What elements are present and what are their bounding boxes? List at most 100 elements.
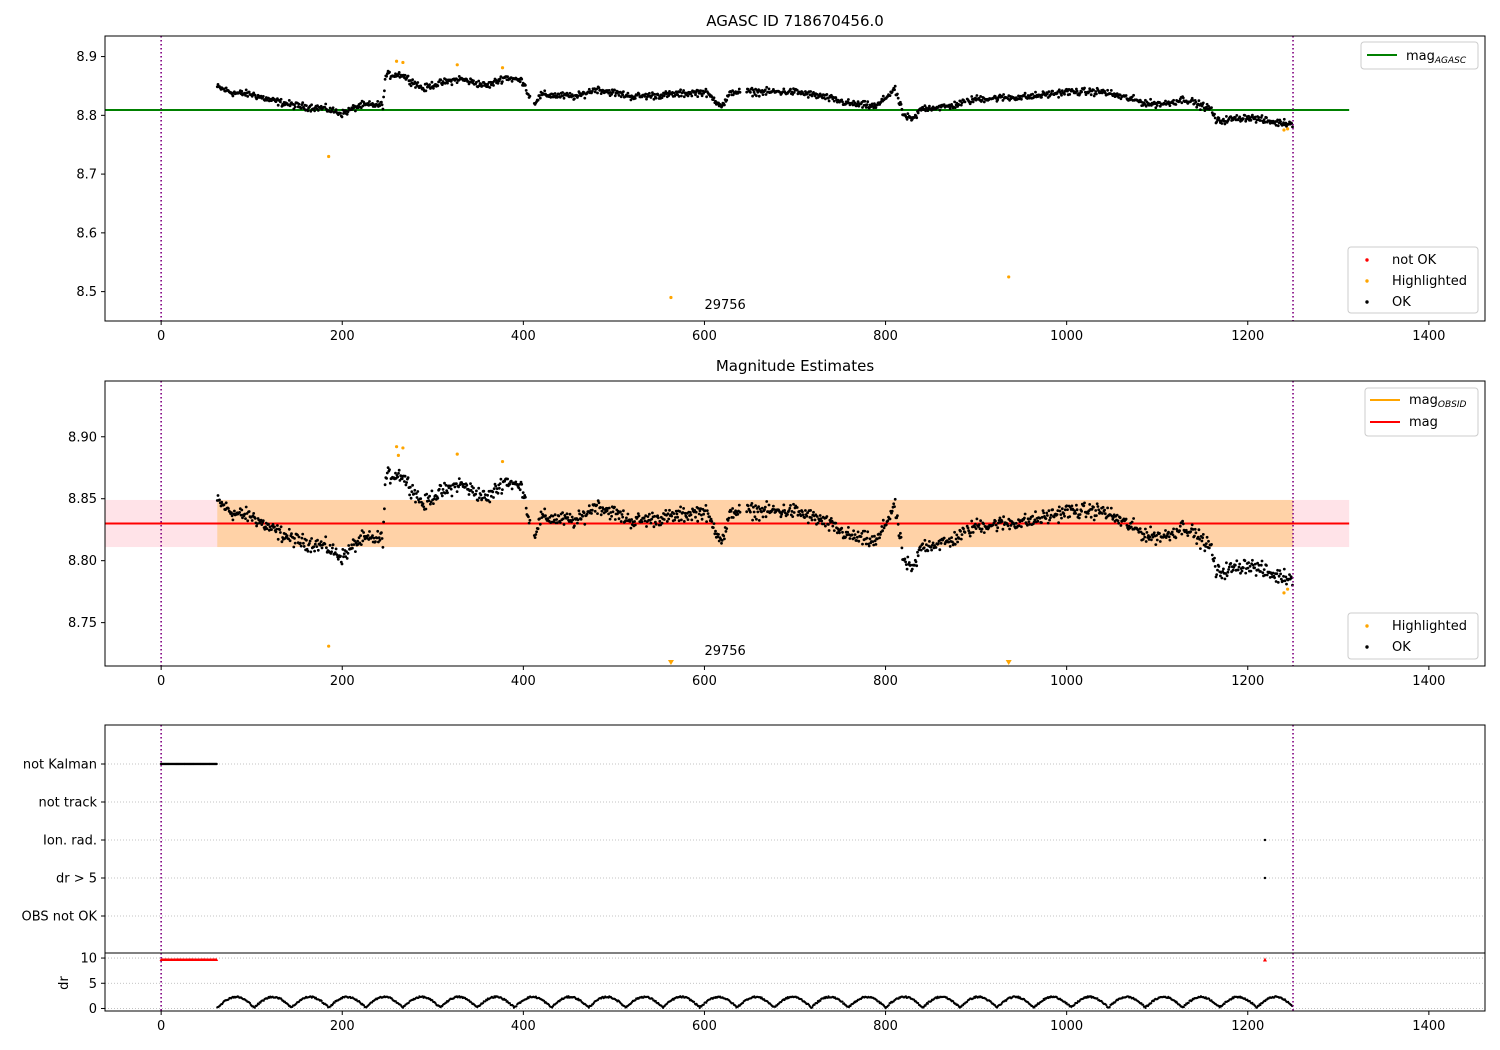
ok-point: [1254, 121, 1258, 124]
ok-point: [463, 485, 467, 489]
ok-point: [499, 477, 503, 481]
ok-point: [1282, 117, 1286, 121]
ok-point: [432, 497, 436, 501]
ok-point: [1227, 568, 1230, 571]
ok-point: [857, 104, 861, 108]
ok-point: [672, 512, 676, 515]
ok-point: [712, 96, 716, 100]
ok-point: [474, 492, 478, 496]
legend-mag-label: mag: [1409, 415, 1438, 430]
ok-point: [617, 517, 621, 521]
ok-point: [509, 479, 513, 483]
ok-point: [660, 521, 664, 525]
ok-point: [905, 117, 909, 121]
ok-point: [568, 512, 572, 516]
ok-point: [648, 91, 651, 95]
ok-point: [383, 77, 387, 81]
ok-point: [832, 99, 836, 103]
ok-point: [241, 516, 244, 520]
ok-point: [590, 512, 593, 515]
ok-point: [904, 115, 908, 119]
ok-point: [1167, 100, 1170, 104]
ok-point: [750, 502, 754, 505]
ok-point: [1124, 517, 1128, 521]
dr-point: [1150, 1002, 1153, 1005]
ok-point: [652, 97, 656, 101]
dr-point: [1144, 1006, 1147, 1010]
ok-point: [731, 516, 735, 519]
ok-point: [1213, 116, 1217, 120]
ok-point: [682, 95, 686, 99]
ok-point: [926, 109, 930, 112]
ok-point: [496, 81, 500, 85]
ok-point: [488, 86, 492, 89]
ok-point: [481, 84, 484, 88]
ok-point: [381, 545, 385, 549]
ok-point: [1034, 510, 1037, 514]
ok-point: [662, 94, 666, 98]
ok-point: [1148, 535, 1152, 539]
ok-point: [1000, 520, 1004, 523]
panel-magnitude-legend-lower: Highlighted OK: [1347, 612, 1479, 660]
ok-point: [302, 541, 305, 545]
ok-point: [825, 515, 829, 518]
ok-point: [239, 513, 243, 517]
ok-point: [906, 555, 910, 559]
ok-point: [1213, 112, 1216, 116]
ok-point: [625, 516, 628, 520]
y-tick-label: 8.80: [68, 554, 97, 569]
ok-point: [633, 520, 636, 523]
panel-magnitude-legend-upper: magOBSID mag: [1364, 387, 1479, 437]
ok-point: [524, 83, 527, 87]
ok-point: [346, 551, 350, 555]
ok-point: [439, 78, 443, 82]
ok-point: [812, 510, 815, 514]
ok-point: [982, 100, 986, 104]
ok-point: [853, 536, 856, 540]
ok-point: [316, 104, 319, 107]
ok-point: [696, 95, 700, 98]
ok-point: [1023, 516, 1026, 520]
ok-point: [293, 105, 297, 109]
ok-point: [376, 100, 380, 103]
ok-point: [810, 518, 814, 522]
ok-point: [230, 511, 233, 515]
ok-point: [804, 509, 807, 512]
ok-point: [1217, 116, 1221, 120]
x-tick-label: 1200: [1231, 1019, 1264, 1034]
ok-point: [644, 92, 648, 96]
ok-point: [694, 510, 698, 514]
ok-point: [1275, 572, 1279, 576]
ok-point: [280, 540, 284, 544]
ok-point: [1106, 88, 1109, 92]
ok-point: [1235, 559, 1239, 563]
ok-point: [1051, 508, 1054, 512]
ok-point: [510, 487, 514, 491]
ok-point: [309, 550, 313, 554]
ok-point: [244, 88, 248, 92]
ok-point: [1006, 524, 1010, 528]
ok-point: [1238, 562, 1242, 566]
ok-point: [892, 502, 896, 506]
ok-point: [795, 506, 799, 509]
ok-point: [579, 517, 583, 521]
ok-point: [359, 102, 362, 105]
ok-point: [866, 100, 870, 104]
ok-point: [1276, 124, 1280, 128]
ok-point: [432, 86, 435, 90]
ok-point: [916, 554, 920, 558]
ok-point: [517, 486, 521, 490]
ok-point: [377, 536, 381, 540]
ok-point: [1031, 92, 1034, 96]
ok-point: [914, 560, 918, 564]
ok-point: [703, 90, 707, 93]
ok-point: [1226, 570, 1230, 574]
ok-point: [610, 514, 613, 518]
ok-point: [233, 509, 236, 513]
ok-point: [971, 100, 975, 104]
ok-point: [1217, 565, 1221, 568]
ok-point: [268, 525, 272, 529]
ok-point: [1181, 519, 1184, 523]
y-tick-label: 8.5: [76, 285, 97, 300]
ok-point: [1143, 102, 1147, 106]
